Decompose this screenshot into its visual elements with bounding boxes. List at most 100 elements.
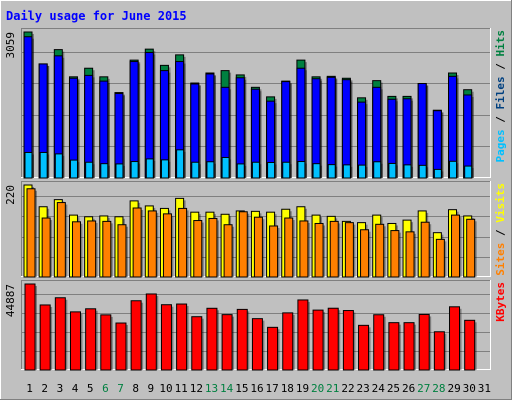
day-label: 5 — [87, 382, 94, 395]
sites-bar — [162, 213, 172, 278]
files-bar — [417, 82, 427, 179]
kbytes-bar — [327, 307, 339, 371]
kbytes-bar — [282, 312, 294, 371]
pages-bar — [85, 161, 94, 179]
legend-kbytes: KBytes — [494, 282, 507, 322]
day-label: 15 — [235, 382, 248, 395]
pages-bar — [24, 151, 33, 179]
chart-panel-2 — [21, 181, 491, 278]
day-label: 10 — [159, 382, 172, 395]
pages-bar — [236, 163, 245, 179]
day-label: 11 — [175, 382, 188, 395]
legend-files: Files — [494, 76, 507, 109]
sites-bar — [451, 214, 461, 278]
pages-bar — [373, 161, 382, 179]
pages-bar — [327, 164, 336, 179]
kbytes-bar — [297, 299, 309, 371]
pages-bar — [130, 161, 139, 179]
sites-bar — [26, 188, 36, 278]
day-label: 8 — [132, 382, 139, 395]
kbytes-bar — [100, 314, 112, 371]
sites-bar — [178, 207, 188, 278]
kbytes-bar — [342, 310, 354, 371]
sites-bar — [87, 220, 97, 278]
pages-bar — [449, 160, 458, 179]
chart-title: Daily usage for June 2015 — [6, 9, 187, 23]
day-label: 9 — [148, 382, 155, 395]
files-bar — [311, 78, 321, 179]
kbytes-bar — [160, 304, 172, 371]
pages-bar — [342, 164, 351, 179]
kbytes-bar — [145, 293, 157, 371]
sites-bar — [223, 224, 233, 278]
pages-bar — [358, 164, 367, 179]
sites-bar — [269, 225, 279, 278]
kbytes-bar — [358, 324, 370, 371]
pages-bar — [160, 159, 169, 179]
legend-kbytes: KBytes — [494, 282, 507, 322]
day-label: 18 — [281, 382, 294, 395]
pages-bar — [297, 161, 306, 179]
day-label: 24 — [372, 382, 386, 395]
kbytes-bar — [373, 314, 385, 371]
day-label: 13 — [205, 382, 218, 395]
kbytes-bar — [130, 300, 142, 371]
kbytes-bar — [267, 326, 279, 371]
pages-bar — [267, 161, 276, 179]
day-label: 3 — [57, 382, 64, 395]
legend-pages: Pages — [494, 129, 507, 162]
sites-bar — [147, 210, 157, 278]
files-bar — [463, 94, 473, 179]
sites-bar — [299, 220, 309, 278]
sites-bar — [41, 217, 51, 278]
day-label: 27 — [417, 382, 430, 395]
sites-bar — [238, 211, 248, 278]
pages-bar — [145, 158, 154, 179]
legend-hits-files-pages: Pages / Files / Hits — [494, 30, 507, 163]
kbytes-bar — [433, 331, 445, 371]
pages-bar — [418, 164, 427, 179]
sites-bar — [329, 220, 339, 278]
pages-bar — [312, 163, 321, 179]
sites-bar — [193, 220, 203, 278]
pages-bar — [221, 156, 230, 179]
day-label: 21 — [326, 382, 339, 395]
kbytes-bar — [251, 318, 263, 371]
sites-bar — [390, 230, 400, 278]
day-label: 12 — [190, 382, 203, 395]
day-label: 14 — [220, 382, 234, 395]
kbytes-bar — [39, 304, 51, 371]
legend-sites: Sites — [494, 243, 507, 276]
legend-sites-visits: Sites / Visits — [494, 183, 507, 276]
day-label: 29 — [447, 382, 460, 395]
kbytes-bar — [464, 319, 476, 371]
day-label: 4 — [72, 382, 79, 395]
day-label: 22 — [341, 382, 354, 395]
sites-bar — [466, 218, 476, 278]
pages-bar — [191, 161, 200, 179]
kbytes-bar — [388, 322, 400, 371]
kbytes-bar — [221, 314, 233, 371]
files-bar — [341, 79, 351, 179]
pages-bar — [54, 153, 63, 179]
kbytes-bar — [115, 322, 127, 371]
sites-bar — [56, 202, 66, 278]
y-max-label-visits: 220 — [4, 185, 17, 205]
legend-visits: Visits — [494, 183, 507, 223]
pages-bar — [69, 159, 78, 179]
kbytes-bar — [54, 297, 66, 371]
sites-bar — [435, 238, 445, 278]
sites-bar — [117, 224, 127, 278]
kbytes-bar — [418, 313, 430, 371]
sites-bar — [420, 221, 430, 278]
kbytes-bar — [236, 308, 248, 371]
sites-bar — [375, 223, 385, 278]
kbytes-bar — [191, 316, 203, 371]
pages-bar — [39, 151, 48, 179]
day-label: 16 — [250, 382, 263, 395]
day-label: 19 — [296, 382, 309, 395]
sites-bar — [360, 229, 370, 278]
pages-bar — [115, 163, 124, 179]
